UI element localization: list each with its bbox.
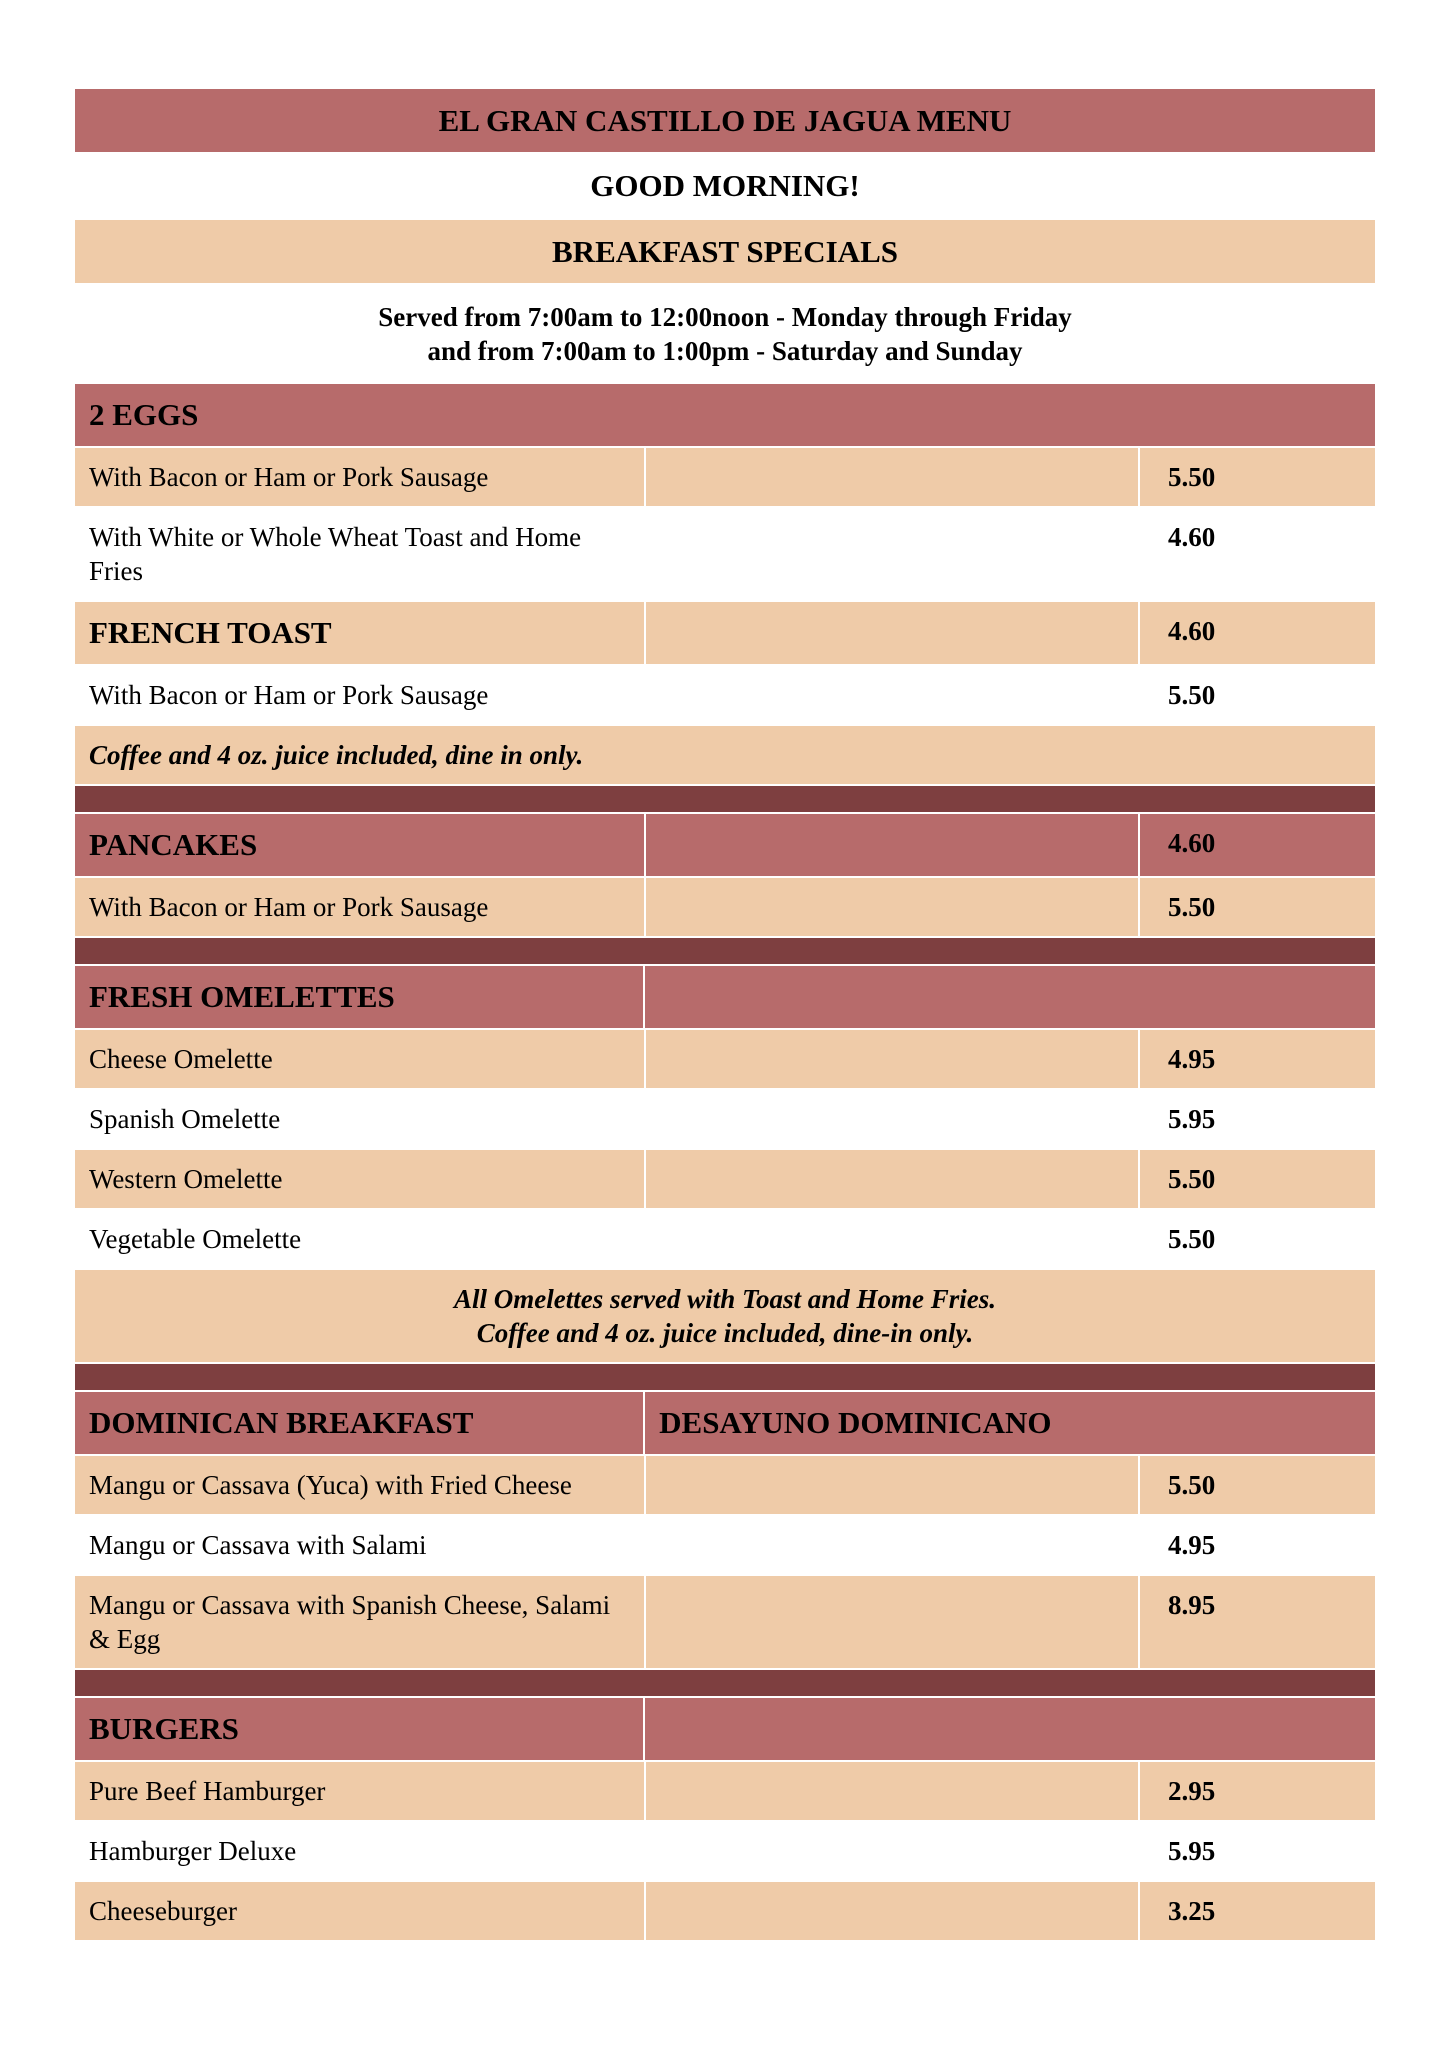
- section-header: BURGERS: [75, 1698, 1375, 1760]
- item-price: 4.60: [1168, 828, 1216, 858]
- item-name: Mangu or Cassava with Salami: [89, 1530, 427, 1560]
- item-price: 5.50: [1168, 892, 1216, 922]
- section-divider: [75, 1670, 1375, 1696]
- menu-item-row: With Bacon or Ham or Pork Sausage 5.50: [75, 666, 1375, 724]
- item-price: 5.50: [1168, 1470, 1216, 1500]
- section-header: FRESH OMELETTES: [75, 966, 1375, 1028]
- section-header: PANCAKES 4.60: [75, 814, 1375, 876]
- item-name: With Bacon or Ham or Pork Sausage: [75, 878, 646, 936]
- item-price: 4.60: [1168, 522, 1216, 552]
- section-divider: [75, 786, 1375, 812]
- item-name: Cheese Omelette: [75, 1030, 646, 1088]
- item-price: 2.95: [1168, 1776, 1216, 1806]
- item-price: 4.95: [1168, 1530, 1216, 1560]
- menu-item-row: Western Omelette 5.50: [75, 1150, 1375, 1208]
- item-name: Mangu or Cassava with Spanish Cheese, Sa…: [75, 1576, 646, 1668]
- menu-item-row: Cheeseburger 3.25: [75, 1882, 1375, 1940]
- item-spacer: [646, 508, 1140, 600]
- item-price: 4.95: [1168, 1044, 1216, 1074]
- item-price: 5.50: [1168, 680, 1216, 710]
- section-header: DOMINICAN BREAKFAST DESAYUNO DOMINICANO: [75, 1392, 1375, 1454]
- item-name: Western Omelette: [75, 1150, 646, 1208]
- section-title-text: BREAKFAST SPECIALS: [552, 233, 898, 269]
- menu-item-row: Mangu or Cassava with Spanish Cheese, Sa…: [75, 1576, 1375, 1668]
- item-price: 5.95: [1168, 1836, 1216, 1866]
- note-line: Coffee and 4 oz. juice included, dine-in…: [476, 1318, 974, 1348]
- menu-item-row: Vegetable Omelette 5.50: [75, 1210, 1375, 1268]
- item-spacer: [646, 1030, 1140, 1088]
- item-name: Pure Beef Hamburger: [75, 1762, 646, 1820]
- item-price: 5.95: [1168, 1104, 1216, 1134]
- item-spacer: [646, 1822, 1140, 1880]
- menu-item-row: Mangu or Cassava with Salami 4.95: [75, 1516, 1375, 1574]
- note-text: Coffee and 4 oz. juice included, dine in…: [89, 740, 584, 770]
- section-header: FRENCH TOAST 4.60: [75, 602, 1375, 664]
- menu-item-row: Cheese Omelette 4.95: [75, 1030, 1375, 1088]
- item-name: Vegetable Omelette: [89, 1224, 302, 1254]
- menu-item-row: Mangu or Cassava (Yuca) with Fried Chees…: [75, 1456, 1375, 1514]
- item-spacer: [646, 1150, 1140, 1208]
- item-name: With Bacon or Ham or Pork Sausage: [89, 680, 489, 710]
- section-header-label: DOMINICAN BREAKFAST: [75, 1392, 646, 1454]
- menu-item-row: With White or Whole Wheat Toast and Home…: [75, 508, 1375, 600]
- menu-item-row: Spanish Omelette 5.95: [75, 1090, 1375, 1148]
- section-header-subtitle: DESAYUNO DOMINICANO: [659, 1405, 1052, 1440]
- item-name: Spanish Omelette: [89, 1104, 281, 1134]
- section-header-subtitle: [645, 966, 1375, 1028]
- menu-item-row: Pure Beef Hamburger 2.95: [75, 1762, 1375, 1820]
- section-divider: [75, 1364, 1375, 1390]
- menu-item-row: With Bacon or Ham or Pork Sausage 5.50: [75, 448, 1375, 506]
- item-name: With Bacon or Ham or Pork Sausage: [75, 448, 646, 506]
- section-title: BREAKFAST SPECIALS: [75, 220, 1375, 283]
- item-name: Mangu or Cassava (Yuca) with Fried Chees…: [75, 1456, 646, 1514]
- serving-hours: Served from 7:00am to 12:00noon - Monday…: [75, 285, 1375, 382]
- menu-table: EL GRAN CASTILLO DE JAGUA MENU GOOD MORN…: [75, 89, 1375, 1942]
- section-header: 2 EGGS: [75, 384, 1375, 446]
- menu-note: Coffee and 4 oz. juice included, dine in…: [75, 726, 1375, 784]
- item-name: With White or Whole Wheat Toast and Home…: [89, 522, 582, 586]
- item-spacer: [646, 666, 1140, 724]
- menu-item-row: Hamburger Deluxe 5.95: [75, 1822, 1375, 1880]
- hours-weekend: and from 7:00am to 1:00pm - Saturday and…: [427, 335, 1023, 366]
- item-spacer: [646, 1882, 1140, 1940]
- hours-weekday: Served from 7:00am to 12:00noon - Monday…: [378, 301, 1072, 332]
- item-spacer: [646, 448, 1140, 506]
- item-spacer: [646, 878, 1140, 936]
- item-name: Cheeseburger: [75, 1882, 646, 1940]
- item-spacer: [646, 1210, 1140, 1268]
- section-header-label: FRENCH TOAST: [75, 602, 646, 664]
- section-header-label: PANCAKES: [75, 814, 646, 876]
- section-header-label: BURGERS: [75, 1698, 646, 1760]
- item-price: 8.95: [1168, 1590, 1216, 1620]
- item-name: Hamburger Deluxe: [89, 1836, 297, 1866]
- menu-title-text: EL GRAN CASTILLO DE JAGUA MENU: [438, 102, 1012, 138]
- item-price: 5.50: [1168, 1164, 1216, 1194]
- menu-title: EL GRAN CASTILLO DE JAGUA MENU: [75, 89, 1375, 152]
- item-price: 5.50: [1168, 1224, 1216, 1254]
- section-divider: [75, 938, 1375, 964]
- section-header-label: 2 EGGS: [89, 397, 199, 432]
- item-price: 4.60: [1168, 616, 1216, 646]
- item-price: 5.50: [1168, 462, 1216, 492]
- section-header-label: FRESH OMELETTES: [75, 966, 646, 1028]
- item-spacer: [646, 1576, 1140, 1668]
- note-line: All Omelettes served with Toast and Home…: [453, 1284, 996, 1314]
- section-header-subtitle: [645, 1698, 1375, 1760]
- item-spacer: [646, 1090, 1140, 1148]
- note-text: All Omelettes served with Toast and Home…: [75, 1270, 1375, 1362]
- item-spacer: [646, 814, 1140, 876]
- item-price: 3.25: [1168, 1896, 1216, 1926]
- item-spacer: [646, 602, 1140, 664]
- item-spacer: [646, 1516, 1140, 1574]
- greeting: GOOD MORNING!: [75, 154, 1375, 218]
- item-spacer: [646, 1762, 1140, 1820]
- greeting-text: GOOD MORNING!: [590, 168, 860, 203]
- menu-item-row: With Bacon or Ham or Pork Sausage 5.50: [75, 878, 1375, 936]
- menu-note: All Omelettes served with Toast and Home…: [75, 1270, 1375, 1362]
- item-spacer: [646, 1456, 1140, 1514]
